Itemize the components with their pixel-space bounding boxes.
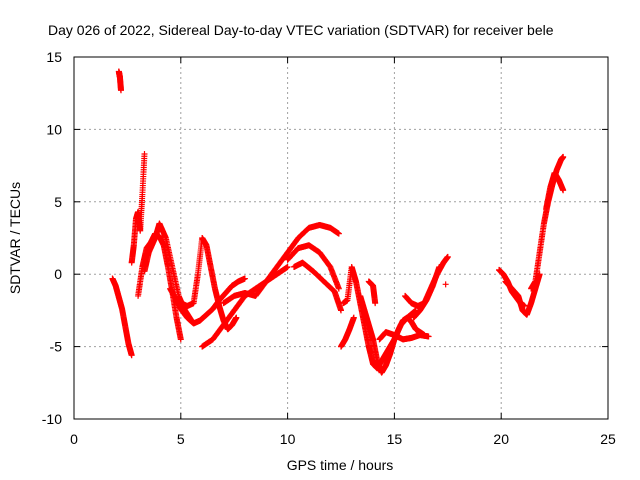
data-point-marker — [372, 300, 379, 307]
data-point-marker — [442, 281, 449, 288]
data-point-marker — [117, 87, 124, 94]
data-point-marker — [141, 151, 148, 158]
data-point-marker — [284, 263, 291, 270]
y-tick-label: 15 — [46, 49, 62, 65]
data-point-marker — [335, 230, 342, 237]
y-tick-label: -10 — [42, 411, 62, 427]
data-point-marker — [444, 253, 451, 260]
x-tick-labels: 0 5 10 15 20 25 — [70, 431, 616, 447]
x-tick-label: 15 — [387, 431, 403, 447]
data-point-marker — [560, 187, 567, 194]
y-axis-label: SDTVAR / TECUs — [7, 182, 23, 294]
data-point-marker — [560, 153, 567, 160]
x-tick-label: 10 — [280, 431, 296, 447]
data-point-marker — [425, 333, 432, 340]
x-tick-label: 0 — [70, 431, 78, 447]
y-tick-label: -5 — [50, 339, 63, 355]
y-tick-labels: -10 -5 0 5 10 15 — [42, 49, 62, 427]
data-point-marker — [350, 314, 357, 321]
y-tick-label: 0 — [54, 266, 62, 282]
chart-title: Day 026 of 2022, Sidereal Day-to-day VTE… — [48, 22, 554, 38]
x-tick-label: 20 — [493, 431, 509, 447]
x-axis-label: GPS time / hours — [287, 457, 394, 473]
data-point-marker — [338, 307, 344, 314]
data-points — [109, 68, 567, 376]
data-point-marker — [128, 352, 135, 359]
data-point-marker — [335, 285, 342, 292]
x-tick-label: 5 — [177, 431, 185, 447]
data-point-marker — [436, 263, 443, 270]
y-tick-label: 10 — [46, 121, 62, 137]
data-point-marker — [241, 275, 248, 282]
data-point-marker — [177, 336, 184, 343]
plot-frame — [73, 56, 609, 420]
axis-ticks — [73, 56, 609, 420]
data-point-marker — [233, 314, 240, 321]
y-tick-label: 5 — [54, 194, 62, 210]
x-tick-label: 25 — [600, 431, 616, 447]
